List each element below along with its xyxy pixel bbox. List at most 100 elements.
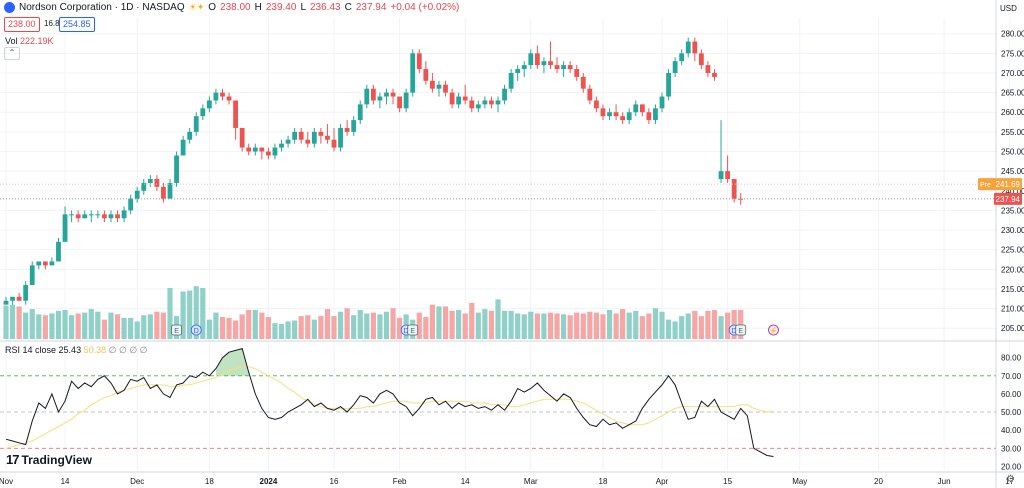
volume-bar xyxy=(121,318,126,339)
volume-bar xyxy=(318,316,323,339)
candle-body xyxy=(332,140,337,148)
candle-body xyxy=(279,144,284,148)
candle-body xyxy=(397,97,402,109)
volume-bar xyxy=(299,316,304,339)
volume-bar xyxy=(554,313,559,339)
candle-body xyxy=(259,148,264,152)
time-tick-label: Jun xyxy=(938,477,951,486)
volume-bar xyxy=(574,313,579,339)
volume-bar xyxy=(449,311,454,339)
volume-bar xyxy=(430,305,435,339)
time-tick-label: Mar xyxy=(524,477,538,486)
gear-icon[interactable]: ⚙ xyxy=(1006,474,1015,485)
bid-price-button[interactable]: 238.00 xyxy=(4,17,40,32)
volume-bar xyxy=(548,313,553,339)
volume-bar xyxy=(535,313,540,339)
symbol-header[interactable]: Nordson Corporation · 1D · NASDAQ ☀✦ O 23… xyxy=(4,2,459,13)
candle-body xyxy=(463,97,468,101)
volume-bar xyxy=(266,317,271,339)
currency-label[interactable]: USD xyxy=(1000,4,1017,13)
volume-legend[interactable]: Vol 222.19K xyxy=(5,36,54,46)
candle-body xyxy=(410,53,415,92)
volume-bar xyxy=(489,311,494,339)
candle-body xyxy=(456,97,461,105)
candle-body xyxy=(273,148,278,156)
candle-body xyxy=(581,77,586,89)
rsi-pane[interactable] xyxy=(0,349,996,457)
candle-body xyxy=(181,140,186,156)
close-value: 237.94 xyxy=(356,2,387,13)
ask-price-button[interactable]: 254.85 xyxy=(59,17,95,32)
candle-body xyxy=(719,171,724,179)
high-label: H xyxy=(255,2,262,13)
candle-body xyxy=(325,136,330,140)
candle-body xyxy=(646,112,651,120)
candle-body xyxy=(371,89,376,101)
rsi-tick-label: 60.00 xyxy=(1001,390,1022,399)
candle-body xyxy=(214,93,219,101)
volume-bar xyxy=(502,311,507,339)
candle-body xyxy=(417,53,422,69)
candle-body xyxy=(82,214,87,218)
candle-body xyxy=(299,132,304,140)
time-tick-label: Dec xyxy=(130,477,144,486)
candle-body xyxy=(233,100,238,127)
rsi-empty-values: ∅ ∅ ∅ ∅ xyxy=(109,345,148,355)
volume-bar xyxy=(82,313,87,339)
volume-bar xyxy=(62,310,67,339)
volume-bar xyxy=(10,305,15,339)
low-value: 236.43 xyxy=(310,2,341,13)
volume-bar xyxy=(161,313,166,339)
candle-body xyxy=(404,93,409,109)
price-tick-label: 210.00 xyxy=(1001,305,1024,314)
volume-bar xyxy=(220,317,225,339)
tradingview-logo[interactable]: 17 TradingView xyxy=(6,452,92,467)
price-tick-label: 215.00 xyxy=(1001,285,1024,294)
volume-bar xyxy=(3,306,8,339)
price-tick-label: 230.00 xyxy=(1001,226,1024,235)
event-marker-label: E xyxy=(410,328,415,335)
symbol-logo-icon xyxy=(4,2,15,13)
candle-body xyxy=(10,297,15,301)
rsi-tick-label: 70.00 xyxy=(1001,372,1022,381)
volume-bar xyxy=(522,314,527,339)
volume-bar xyxy=(135,321,140,339)
volume-bar xyxy=(305,315,310,339)
rsi-ma-value: 50.38 xyxy=(84,345,107,355)
volume-bar xyxy=(292,321,297,339)
candle-body xyxy=(168,183,173,199)
volume-bar xyxy=(384,312,389,339)
candle-body xyxy=(660,97,665,109)
price-tick-label: 205.00 xyxy=(1001,324,1024,333)
candle-body xyxy=(187,132,192,140)
volume-bar xyxy=(351,315,356,339)
volume-bar xyxy=(240,314,245,339)
candle-body xyxy=(627,112,632,120)
volume-bar xyxy=(495,299,500,339)
volume-bar xyxy=(89,309,94,339)
volume-bar xyxy=(725,313,730,339)
volume-bar xyxy=(207,320,212,339)
chevron-up-icon: ⌃ xyxy=(9,48,16,57)
candle-body xyxy=(253,148,258,152)
candle-body xyxy=(17,297,22,301)
market-status-icon[interactable]: ☀✦ xyxy=(189,2,205,13)
symbol-title[interactable]: Nordson Corporation · 1D · NASDAQ xyxy=(19,2,185,13)
candle-body xyxy=(712,73,717,77)
rsi-value: 25.43 xyxy=(59,345,82,355)
high-value: 239.40 xyxy=(266,2,297,13)
change-value: +0.04 (+0.02%) xyxy=(390,2,459,13)
time-tick-label: 16 xyxy=(330,477,339,486)
candle-body xyxy=(423,69,428,81)
price-tag-label: Pre xyxy=(980,182,991,189)
candle-body xyxy=(174,155,179,182)
candle-body xyxy=(56,242,61,262)
rsi-legend[interactable]: RSI 14 close 25.43 50.38 ∅ ∅ ∅ ∅ xyxy=(5,345,148,356)
volume-bar xyxy=(587,312,592,339)
volume-bar xyxy=(259,313,264,339)
candle-body xyxy=(358,104,363,120)
collapse-legend-button[interactable]: ⌃ xyxy=(4,47,20,60)
candle-body xyxy=(640,104,645,112)
volume-bar xyxy=(253,310,258,339)
